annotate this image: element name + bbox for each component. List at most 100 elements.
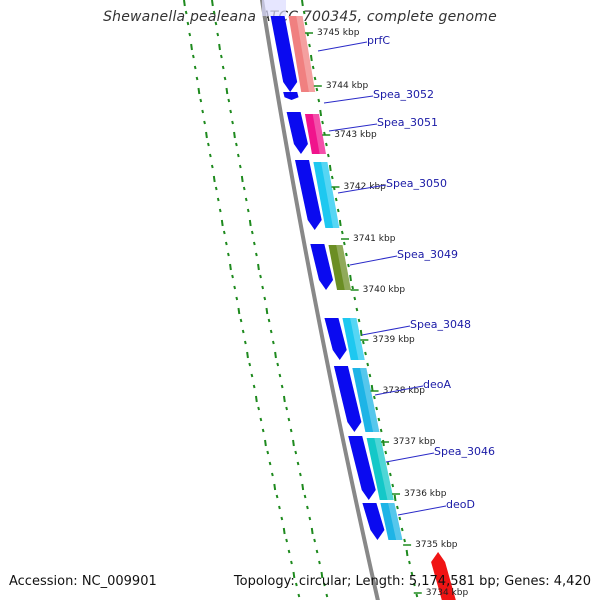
gene-label: deoA	[423, 378, 451, 391]
track-tick	[334, 197, 338, 202]
track-tick	[235, 142, 238, 147]
gene-label: Spea_3046	[434, 445, 495, 458]
gene-color-7	[366, 438, 394, 500]
track-tick	[267, 318, 271, 323]
leader-line	[323, 95, 374, 104]
track-tick	[184, 10, 188, 15]
track-tick	[197, 87, 201, 95]
track-tick	[268, 461, 272, 466]
track-tick	[188, 32, 192, 37]
track-tick	[212, 175, 216, 183]
track-tick	[301, 483, 305, 491]
track-tick	[257, 263, 260, 271]
leader-line	[397, 505, 447, 516]
leader-line	[317, 41, 368, 52]
track-tick	[261, 428, 265, 433]
track-tick	[317, 98, 321, 103]
track-tick	[287, 417, 291, 422]
track-tick	[224, 241, 228, 246]
track-tick	[235, 296, 239, 301]
track-tick	[250, 230, 254, 235]
gene-arrow-8	[362, 503, 385, 540]
track-tick	[353, 296, 357, 301]
track-tick	[274, 351, 277, 359]
track-tick	[271, 340, 275, 345]
track-tick	[243, 340, 247, 345]
tick-label: 3736 kbp	[404, 489, 447, 499]
track-tick	[255, 252, 258, 257]
track-tick	[330, 175, 334, 180]
track-tick	[275, 494, 279, 499]
track-tick	[345, 252, 348, 257]
gene-label: Spea_3049	[397, 248, 458, 261]
track-tick	[391, 483, 395, 488]
track-tick	[271, 472, 274, 477]
track-tick	[415, 593, 419, 598]
track-tick	[190, 43, 193, 51]
track-tick	[265, 307, 269, 315]
track-tick	[306, 505, 309, 510]
track-tick	[273, 483, 277, 491]
track-tick	[263, 296, 267, 301]
track-tick	[325, 593, 329, 598]
topology-label: Topology: circular; Length: 5,174,581 bp…	[233, 574, 591, 589]
gene-arrow-1	[283, 92, 299, 100]
tick-label: 3743 kbp	[334, 130, 377, 140]
gene-arrow-5	[324, 318, 347, 360]
accession-label: Accession: NC_009901	[9, 574, 157, 589]
tick-label: 3739 kbp	[372, 335, 415, 345]
track-tick	[269, 329, 273, 334]
leader-line	[349, 255, 398, 266]
gene-color-0	[288, 16, 316, 92]
track-tick	[297, 593, 301, 598]
track-tick	[186, 21, 190, 26]
gene-color-6	[352, 368, 380, 432]
track-tick	[250, 373, 254, 378]
track-tick	[241, 329, 245, 334]
tick-label: 3740 kbp	[363, 285, 406, 295]
gene-color-4-sheen	[336, 245, 352, 290]
leader-line	[361, 325, 411, 336]
gene-color-3-sheen	[321, 162, 340, 228]
track-tick	[289, 428, 293, 433]
track-tick	[242, 186, 246, 191]
track-tick	[280, 384, 284, 389]
track-tick	[201, 109, 205, 114]
track-tick	[347, 263, 350, 268]
track-tick	[252, 241, 256, 246]
track-tick	[296, 461, 300, 466]
track-tick	[220, 219, 224, 227]
track-tick	[278, 505, 281, 510]
track-tick	[359, 329, 363, 337]
tick-label: 3738 kbp	[383, 386, 426, 396]
gene-color-8-sheen	[388, 503, 403, 540]
track-tick	[280, 516, 284, 521]
gene-label: Spea_3050	[386, 177, 447, 190]
gene-color-7-sheen	[374, 438, 394, 500]
gene-color-5-sheen	[350, 318, 365, 360]
gene-arrow-7	[348, 436, 376, 500]
track-tick	[216, 32, 220, 37]
track-tick	[218, 43, 221, 51]
track-tick	[231, 274, 234, 279]
gene-color-4	[328, 245, 352, 290]
track-tick	[379, 428, 383, 433]
track-tick	[377, 417, 381, 422]
track-tick	[214, 186, 218, 191]
track-tick	[285, 538, 288, 543]
track-tick	[386, 461, 390, 466]
track-tick	[205, 131, 208, 139]
track-tick	[203, 120, 206, 125]
track-tick	[403, 538, 406, 543]
track-tick	[192, 54, 195, 59]
track-tick	[195, 76, 199, 81]
track-tick	[282, 527, 286, 535]
track-tick	[366, 362, 370, 367]
track-tick	[304, 21, 308, 26]
track-tick	[233, 131, 236, 139]
track-tick	[323, 582, 326, 587]
track-tick	[319, 109, 323, 117]
track-tick	[382, 439, 385, 447]
track-tick	[370, 384, 374, 392]
